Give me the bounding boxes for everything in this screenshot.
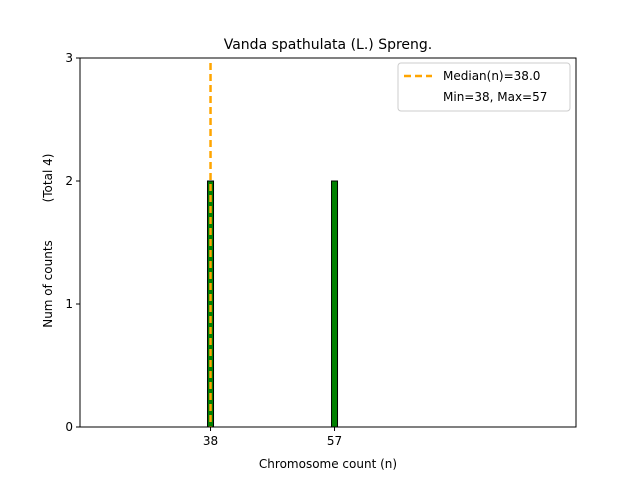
legend-box <box>397 62 571 112</box>
y-axis-ticks: 0 1 2 3 <box>65 51 80 434</box>
bar-57 <box>331 180 339 428</box>
legend-median-label: Median(n)=38.0 <box>443 69 540 83</box>
y-axis-total-label: (Total 4) <box>41 154 55 203</box>
y-tick-label-2: 2 <box>65 174 73 188</box>
y-tick-label-0: 0 <box>65 420 73 434</box>
x-tick-label-57: 57 <box>327 434 342 448</box>
plot-frame <box>79 57 577 428</box>
x-axis-label: Chromosome count (n) <box>259 457 397 471</box>
x-tick-label-38: 38 <box>203 434 218 448</box>
y-tick-label-1: 1 <box>65 297 73 311</box>
y-axis-label: Num of counts <box>41 240 55 328</box>
x-axis-ticks: 38 57 <box>203 427 342 448</box>
chart-title: Vanda spathulata (L.) Spreng. <box>224 37 433 53</box>
bars-group <box>207 180 339 428</box>
y-tick-label-3: 3 <box>65 51 73 65</box>
legend-range-label: Min=38, Max=57 <box>443 90 547 104</box>
legend: Median(n)=38.0 Min=38, Max=57 <box>397 62 571 112</box>
